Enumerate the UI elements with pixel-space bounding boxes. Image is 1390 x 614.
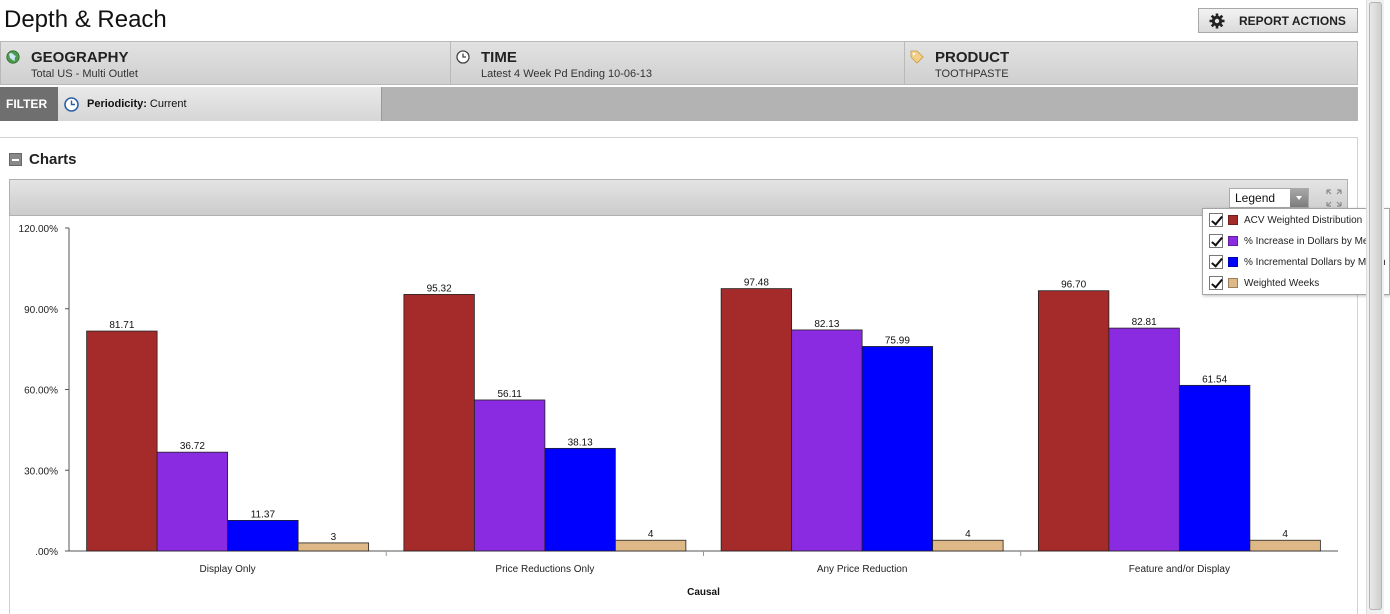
y-tick-label: 120.00% bbox=[19, 224, 59, 235]
legend-checkbox[interactable] bbox=[1209, 213, 1223, 227]
tag-icon bbox=[910, 50, 924, 64]
dimension-value: TOOTHPASTE bbox=[935, 68, 1009, 80]
chart-bar bbox=[1037, 290, 1110, 552]
dimension-name: TIME bbox=[481, 49, 517, 66]
chart-bar bbox=[861, 346, 934, 552]
data-label: 61.54 bbox=[1202, 374, 1227, 385]
data-label: 96.70 bbox=[1061, 280, 1086, 291]
x-category-label: Display Only bbox=[200, 564, 256, 575]
dimension-product[interactable]: PRODUCT TOOTHPASTE bbox=[905, 41, 1358, 85]
dimension-value: Total US - Multi Outlet bbox=[31, 68, 138, 80]
data-label: 36.72 bbox=[180, 441, 205, 452]
globe-icon bbox=[6, 50, 20, 64]
filter-bar: FILTER Periodicity: Current bbox=[0, 87, 1358, 121]
chart-bar bbox=[86, 330, 158, 552]
chart-bar bbox=[614, 539, 687, 552]
legend-label: Weighted Weeks bbox=[1244, 277, 1320, 289]
legend-checkbox[interactable] bbox=[1209, 276, 1223, 290]
legend-item[interactable]: % Increase in Dollars by Merch bbox=[1209, 233, 1382, 249]
chart-bar bbox=[227, 519, 299, 552]
dimension-value: Latest 4 Week Pd Ending 10-06-13 bbox=[481, 68, 653, 80]
legend-label: ACV Weighted Distribution bbox=[1244, 214, 1363, 226]
legend-label: % Increase in Dollars by Merch bbox=[1244, 235, 1383, 247]
legend-dropdown-value: Legend bbox=[1235, 191, 1276, 205]
x-axis-title: Causal bbox=[687, 587, 720, 598]
data-label: 95.32 bbox=[427, 283, 452, 294]
legend-swatch bbox=[1228, 278, 1238, 288]
y-tick-label: 60.00% bbox=[24, 386, 58, 397]
chart-bar bbox=[1178, 384, 1251, 552]
y-tick-label: 90.00% bbox=[24, 305, 58, 316]
page-title: Depth & Reach bbox=[4, 6, 167, 33]
data-label: 75.99 bbox=[885, 335, 910, 346]
report-actions-button[interactable]: REPORT ACTIONS bbox=[1198, 8, 1358, 33]
chart-bar bbox=[473, 399, 546, 552]
scrollbar-thumb[interactable] bbox=[1369, 2, 1382, 610]
chart-area: .00% 30.00% 60.00% 90.00% 120.00% 81.71 36.72 1… bbox=[9, 216, 1348, 614]
dimension-time[interactable]: TIME Latest 4 Week Pd Ending 10-06-13 bbox=[451, 41, 905, 85]
chart-bar bbox=[720, 288, 793, 552]
y-tick-label: 30.00% bbox=[24, 466, 58, 477]
chart-toolbar: Legend bbox=[9, 179, 1348, 216]
collapse-button[interactable] bbox=[9, 153, 22, 166]
chart-bar bbox=[544, 447, 616, 552]
legend-swatch bbox=[1228, 257, 1238, 267]
chart-bar bbox=[791, 329, 863, 552]
legend-checkbox[interactable] bbox=[1209, 234, 1223, 248]
data-label: 82.13 bbox=[814, 319, 839, 330]
charts-panel: Charts Legend .00% 30.00% 60.00% 90.00% 120.… bbox=[0, 137, 1358, 614]
bar-chart: .00% 30.00% 60.00% 90.00% 120.00% 81.71 36.72 1… bbox=[19, 224, 1338, 598]
legend-swatch bbox=[1228, 236, 1238, 246]
y-tick-label: .00% bbox=[35, 547, 58, 558]
charts-title: Charts bbox=[29, 151, 77, 168]
chart-bar bbox=[932, 539, 1004, 552]
legend-checkbox[interactable] bbox=[1209, 255, 1223, 269]
legend-popup: ACV Weighted Distribution % Increase in D… bbox=[1202, 208, 1390, 295]
expand-icon[interactable] bbox=[1326, 189, 1342, 207]
filter-label: FILTER bbox=[0, 87, 58, 121]
periodicity-value: Current bbox=[149, 98, 187, 110]
chart-bar bbox=[297, 542, 370, 552]
dimension-bar: GEOGRAPHY Total US - Multi Outlet TIME L… bbox=[0, 41, 1358, 85]
vertical-scrollbar[interactable] bbox=[1366, 0, 1384, 614]
legend-label: % Incremental Dollars by Merch bbox=[1244, 256, 1386, 268]
chart-bar bbox=[403, 294, 475, 552]
data-label: 38.13 bbox=[568, 437, 593, 448]
x-category-label: Any Price Reduction bbox=[817, 564, 908, 575]
data-label: 82.81 bbox=[1132, 317, 1157, 328]
chart-bar bbox=[156, 451, 229, 552]
data-label: 97.48 bbox=[744, 278, 769, 289]
legend-item[interactable]: ACV Weighted Distribution bbox=[1209, 212, 1362, 228]
clock-icon bbox=[456, 50, 470, 64]
legend-item[interactable]: % Incremental Dollars by Merch bbox=[1209, 254, 1386, 270]
clock-icon bbox=[64, 96, 79, 112]
chart-bar bbox=[1249, 539, 1321, 552]
data-label: 3 bbox=[331, 532, 337, 543]
data-label: 4 bbox=[1282, 529, 1288, 540]
chart-bar bbox=[1108, 327, 1180, 552]
periodicity-filter[interactable]: Periodicity: Current bbox=[58, 87, 382, 121]
report-actions-label: REPORT ACTIONS bbox=[1239, 13, 1346, 28]
data-label: 4 bbox=[965, 529, 971, 540]
data-label: 11.37 bbox=[251, 509, 276, 520]
x-category-label: Feature and/or Display bbox=[1129, 564, 1230, 575]
legend-dropdown[interactable]: Legend bbox=[1229, 188, 1309, 208]
legend-swatch bbox=[1228, 215, 1238, 225]
data-label: 56.11 bbox=[497, 389, 522, 400]
dimension-name: GEOGRAPHY bbox=[31, 49, 129, 66]
data-label: 81.71 bbox=[109, 320, 134, 331]
dimension-geography[interactable]: GEOGRAPHY Total US - Multi Outlet bbox=[0, 41, 451, 85]
legend-item[interactable]: Weighted Weeks bbox=[1209, 275, 1319, 291]
gear-icon bbox=[1209, 13, 1225, 28]
x-category-label: Price Reductions Only bbox=[495, 564, 594, 575]
chevron-down-icon bbox=[1290, 189, 1308, 207]
dimension-name: PRODUCT bbox=[935, 49, 1010, 66]
periodicity-label: Periodicity: bbox=[87, 98, 147, 110]
data-label: 4 bbox=[648, 529, 654, 540]
